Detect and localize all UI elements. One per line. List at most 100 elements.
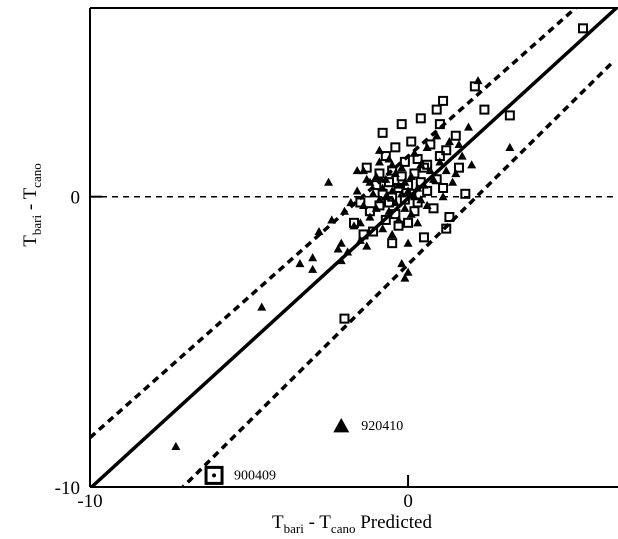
triangle-point <box>324 177 334 186</box>
square-point <box>403 217 414 228</box>
square-point <box>431 104 442 115</box>
triangle-point <box>435 157 445 166</box>
square-point <box>396 171 407 182</box>
square-point <box>387 238 398 249</box>
square-point <box>460 188 471 199</box>
square-point <box>434 119 445 130</box>
square-point <box>438 95 449 106</box>
triangle-point <box>400 203 410 212</box>
triangle-point <box>308 264 318 273</box>
triangle-point <box>378 224 388 233</box>
square-point <box>479 104 490 115</box>
square-point <box>393 182 404 193</box>
square-point <box>377 188 388 199</box>
triangle-point <box>368 189 378 198</box>
triangle-point <box>339 206 349 215</box>
confidence-lower-line <box>180 61 613 487</box>
y-tick-label: -10 <box>55 478 80 499</box>
triangle-point <box>257 302 267 311</box>
triangle-point <box>467 160 477 169</box>
triangle-point <box>333 418 350 433</box>
triangle-point <box>413 218 423 227</box>
square-point <box>428 203 439 214</box>
triangle-point <box>451 168 461 178</box>
triangle-point <box>403 238 413 247</box>
square-point <box>422 159 433 170</box>
square-point <box>390 209 401 220</box>
triangle-point <box>441 166 451 175</box>
triangle-point <box>333 244 343 253</box>
triangle-point <box>432 131 442 140</box>
triangle-point <box>346 198 356 207</box>
square-point <box>406 188 417 199</box>
triangle-point <box>295 258 305 268</box>
y-tick-label: 0 <box>71 188 81 209</box>
y-axis-label: Tbari - Tcano <box>20 163 44 246</box>
square-point <box>399 194 410 205</box>
square-point <box>387 191 398 202</box>
square-point <box>504 110 515 121</box>
triangle-point <box>403 267 413 276</box>
square-point <box>453 162 464 173</box>
triangle-point <box>464 122 474 131</box>
square-point <box>431 174 442 185</box>
square-point <box>418 232 429 243</box>
square-point <box>415 177 426 188</box>
triangle-point <box>352 186 362 195</box>
square-point <box>364 206 375 217</box>
square-point <box>387 165 398 176</box>
triangle-point <box>397 258 407 268</box>
square-point <box>441 223 452 234</box>
square-point <box>368 226 379 237</box>
square-point <box>361 162 372 173</box>
triangle-point <box>444 137 454 146</box>
square-point <box>380 214 391 225</box>
square-point <box>383 177 394 188</box>
square-point-center <box>212 473 217 478</box>
point-annotation: 920410 <box>361 419 403 434</box>
square-point <box>399 156 410 167</box>
square-point <box>339 313 350 324</box>
square-point <box>371 180 382 191</box>
square-point <box>578 23 589 34</box>
triangle-point <box>314 227 324 236</box>
triangle-point <box>308 253 318 262</box>
triangle-point <box>387 229 397 239</box>
square-point <box>409 168 420 179</box>
square-point <box>204 465 224 485</box>
triangle-point <box>327 215 337 224</box>
triangle-point <box>362 174 372 183</box>
square-point <box>412 197 423 208</box>
point-annotation: 900409 <box>234 468 276 483</box>
square-point <box>358 229 369 240</box>
square-point <box>393 220 404 231</box>
square-point <box>390 142 401 153</box>
triangle-point <box>365 212 375 221</box>
triangle-point <box>352 166 362 175</box>
square-point <box>380 151 391 162</box>
triangle-point <box>362 241 372 250</box>
square-point <box>469 81 480 92</box>
square-point <box>374 168 385 179</box>
square-point <box>355 197 366 208</box>
triangle-point <box>438 192 448 201</box>
square-point <box>396 119 407 130</box>
triangle-point <box>457 151 467 160</box>
x-axis-label: Tbari - Tcano Predicted <box>272 512 432 536</box>
x-tick-label: 0 <box>403 491 413 512</box>
triangle-point <box>343 247 353 256</box>
square-point <box>450 130 461 141</box>
triangle-point <box>400 273 410 282</box>
square-point <box>412 153 423 164</box>
triangle-point <box>448 177 458 186</box>
triangle-point <box>397 163 407 172</box>
triangle-point <box>374 157 384 166</box>
triangle-point <box>336 256 346 265</box>
square-point <box>415 113 426 124</box>
square-point <box>444 212 455 223</box>
triangle-point <box>505 142 515 151</box>
square-point <box>406 136 417 147</box>
square-point <box>422 185 433 196</box>
square-point <box>425 139 436 150</box>
